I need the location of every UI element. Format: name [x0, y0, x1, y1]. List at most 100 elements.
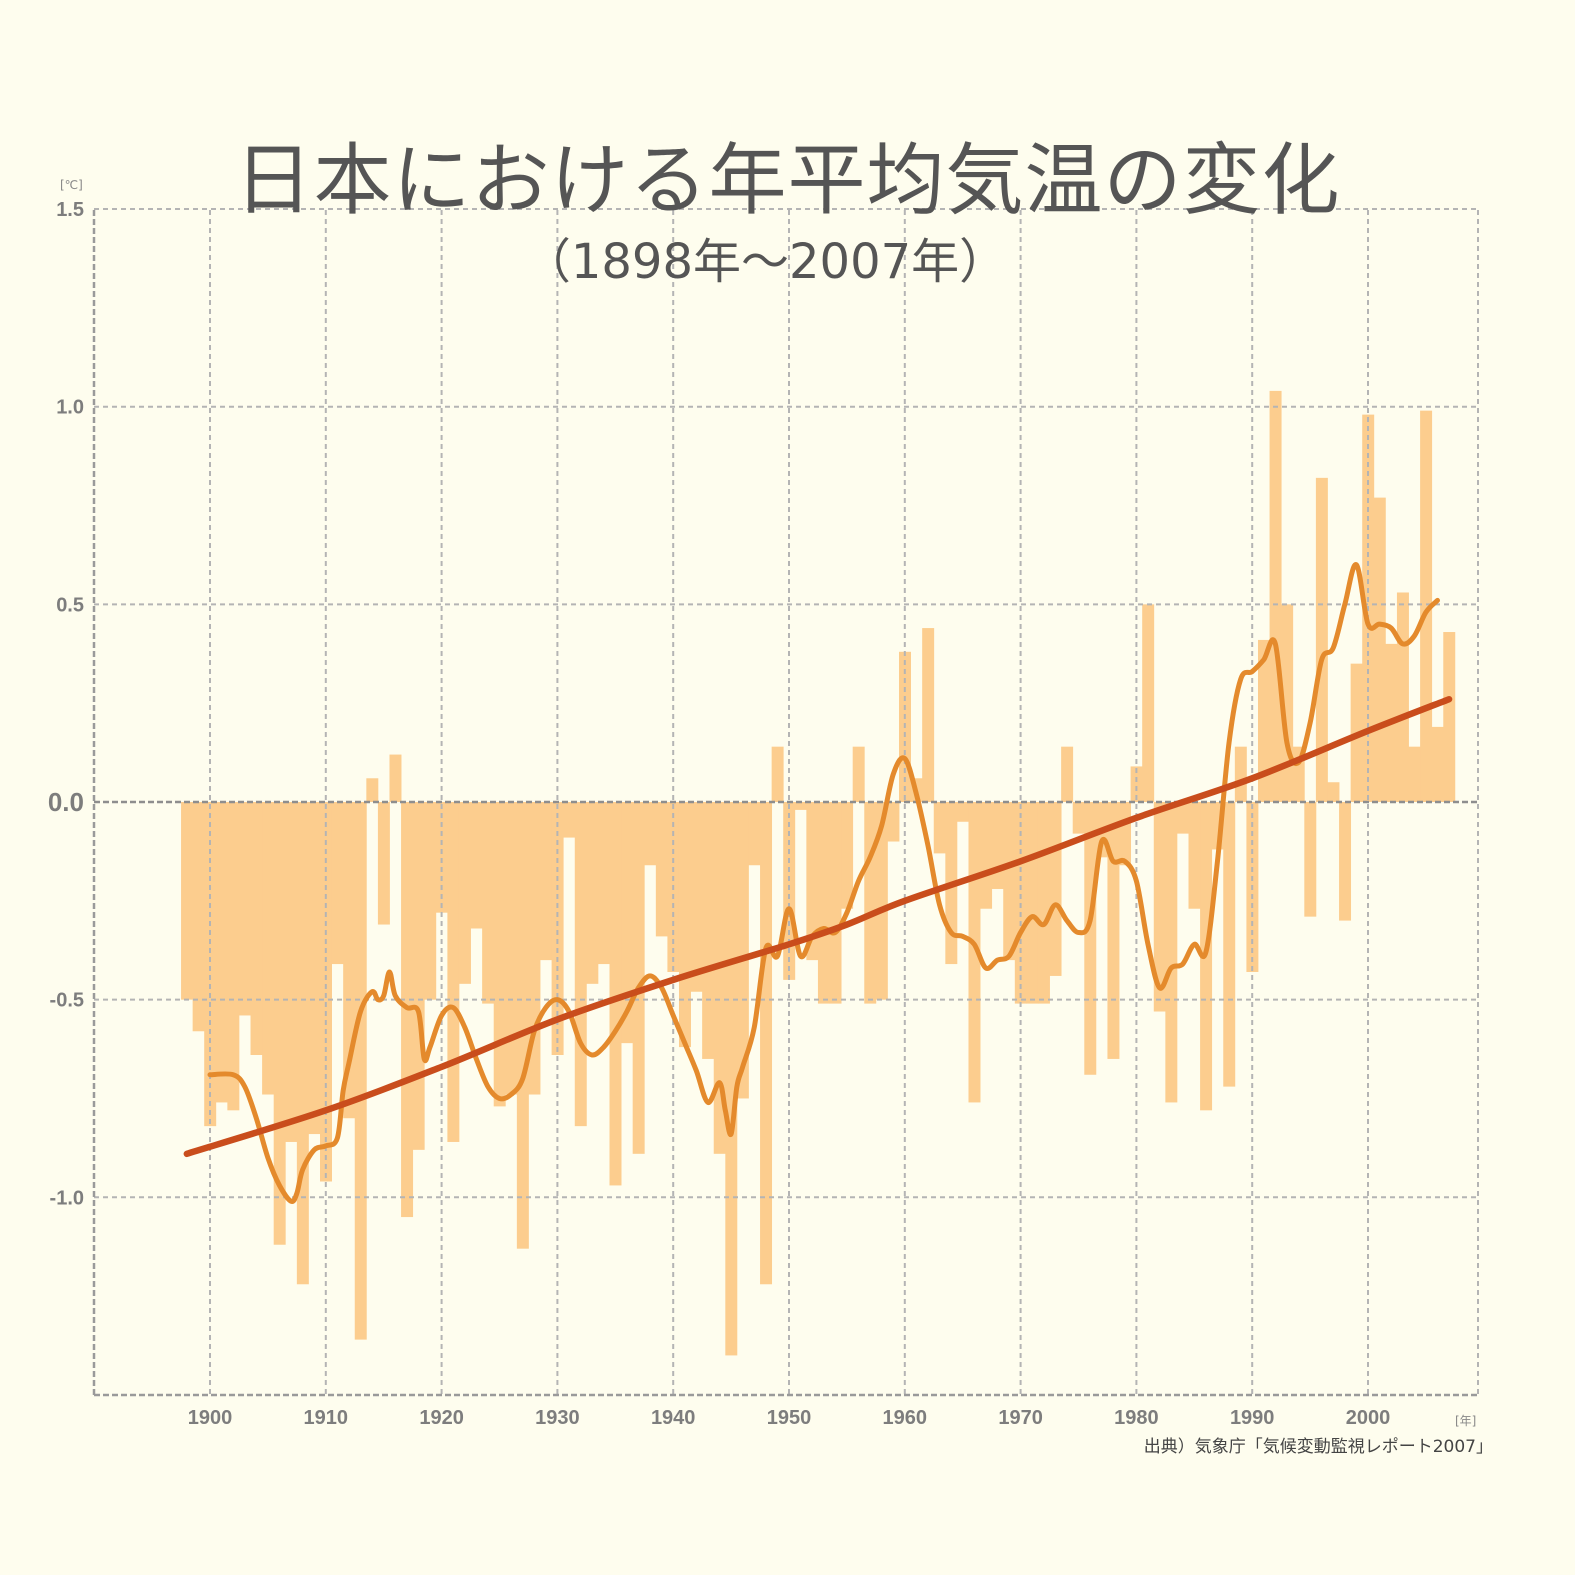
bar-1906 — [273, 802, 286, 1245]
source-note: 出典）気象庁「気候変動監視レポート2007」 — [1143, 1437, 1493, 1457]
bar-1908 — [296, 802, 309, 1285]
bar-1941 — [678, 802, 691, 1048]
bar-1904 — [250, 802, 263, 1055]
bar-1959 — [887, 802, 900, 842]
bar-1963 — [933, 802, 946, 854]
bar-1931 — [563, 802, 576, 838]
bar-1912 — [343, 802, 356, 1119]
bar-1949 — [771, 746, 784, 802]
bar-1913 — [354, 802, 367, 1340]
bar-1956 — [852, 746, 865, 802]
y-tick-label--0.5: -0.5 — [50, 990, 84, 1012]
bar-1927 — [516, 802, 529, 1249]
bars-layer — [181, 390, 1456, 1356]
bar-1982 — [1153, 802, 1166, 1012]
y-tick-label-1.0: 1.0 — [56, 397, 84, 419]
bar-1968 — [991, 802, 1004, 889]
bar-1929 — [540, 802, 553, 961]
bar-1933 — [586, 802, 599, 984]
bar-1939 — [655, 802, 668, 937]
bar-1972 — [1037, 802, 1050, 1004]
x-axis-unit: [年] — [1455, 1414, 1477, 1428]
lines-layer — [183, 562, 1453, 1204]
bar-1944 — [713, 802, 726, 1154]
bar-1930 — [551, 802, 564, 1055]
bar-1978 — [1107, 802, 1120, 1059]
bar-1996 — [1315, 477, 1328, 802]
bar-1936 — [621, 802, 634, 1044]
x-tick-label-1910: 1910 — [304, 1407, 349, 1429]
bar-1950 — [783, 802, 796, 980]
x-tick-label-1970: 1970 — [998, 1407, 1043, 1429]
y-tick-label-1.5: 1.5 — [56, 199, 84, 221]
bar-1900 — [204, 802, 217, 1127]
bar-1910 — [320, 802, 332, 1182]
bar-1937 — [632, 802, 645, 1154]
bar-1902 — [227, 802, 240, 1111]
bar-1975 — [1072, 802, 1085, 834]
bar-1932 — [574, 802, 587, 1127]
bar-1962 — [922, 628, 935, 802]
bar-1898 — [181, 802, 194, 1000]
bar-1938 — [644, 802, 657, 866]
bar-1954 — [829, 802, 842, 1004]
bar-1905 — [262, 802, 275, 1095]
bar-1995 — [1304, 802, 1317, 917]
bar-1998 — [1339, 802, 1352, 921]
y-tick-label-0.5: 0.5 — [56, 594, 84, 616]
bar-1974 — [1061, 746, 1074, 802]
bar-1979 — [1119, 802, 1132, 866]
bar-1916 — [389, 754, 402, 802]
bar-1928 — [528, 802, 541, 1095]
bar-1947 — [748, 802, 761, 866]
bar-1911 — [331, 802, 344, 965]
chart-subtitle: （1898年～2007年） — [522, 234, 1008, 290]
bar-1903 — [238, 802, 251, 1016]
x-tick-label-1900: 1900 — [188, 1407, 233, 1429]
bar-2006 — [1431, 726, 1444, 802]
bar-1957 — [864, 802, 877, 1004]
bar-1955 — [841, 802, 854, 909]
bar-1942 — [690, 802, 703, 992]
bar-2007 — [1443, 632, 1456, 802]
moving-average-line — [207, 562, 1440, 1204]
grid-layer — [92, 208, 1479, 1397]
bar-1970 — [1014, 802, 1027, 1004]
bar-1951 — [794, 802, 807, 810]
bar-1981 — [1142, 604, 1155, 802]
bar-1967 — [980, 802, 993, 909]
bar-1969 — [1003, 802, 1016, 961]
bar-1918 — [412, 802, 425, 1150]
bar-1915 — [377, 802, 390, 925]
bar-1914 — [366, 778, 379, 802]
bar-1921 — [447, 802, 460, 1142]
y-tick-label-0.0: 0.0 — [48, 787, 84, 817]
bar-1988 — [1223, 802, 1236, 1087]
bar-1965 — [956, 802, 969, 822]
bar-1909 — [308, 802, 321, 1135]
x-tick-label-1960: 1960 — [883, 1407, 928, 1429]
bar-1993 — [1281, 604, 1294, 802]
bar-1953 — [817, 802, 830, 1004]
bar-1952 — [806, 802, 819, 961]
bar-1992 — [1269, 390, 1282, 802]
bar-2005 — [1420, 410, 1433, 802]
y-tick-label--1.0: -1.0 — [50, 1187, 84, 1209]
bar-1984 — [1176, 802, 1189, 834]
bar-1971 — [1026, 802, 1039, 1004]
bar-1948 — [760, 802, 773, 1285]
bar-1935 — [609, 802, 622, 1186]
chart-title: 日本における年平均気温の変化 — [234, 136, 1341, 226]
y-axis-unit: [℃] — [60, 178, 83, 192]
bar-1934 — [597, 802, 610, 965]
bar-1945 — [725, 802, 738, 1356]
bar-1919 — [424, 802, 437, 1000]
bar-2001 — [1373, 497, 1386, 802]
bar-1994 — [1292, 746, 1305, 802]
x-tick-label-1940: 1940 — [651, 1407, 696, 1429]
bar-1983 — [1165, 802, 1178, 1103]
bar-1920 — [435, 802, 448, 913]
x-tick-label-1950: 1950 — [767, 1407, 812, 1429]
